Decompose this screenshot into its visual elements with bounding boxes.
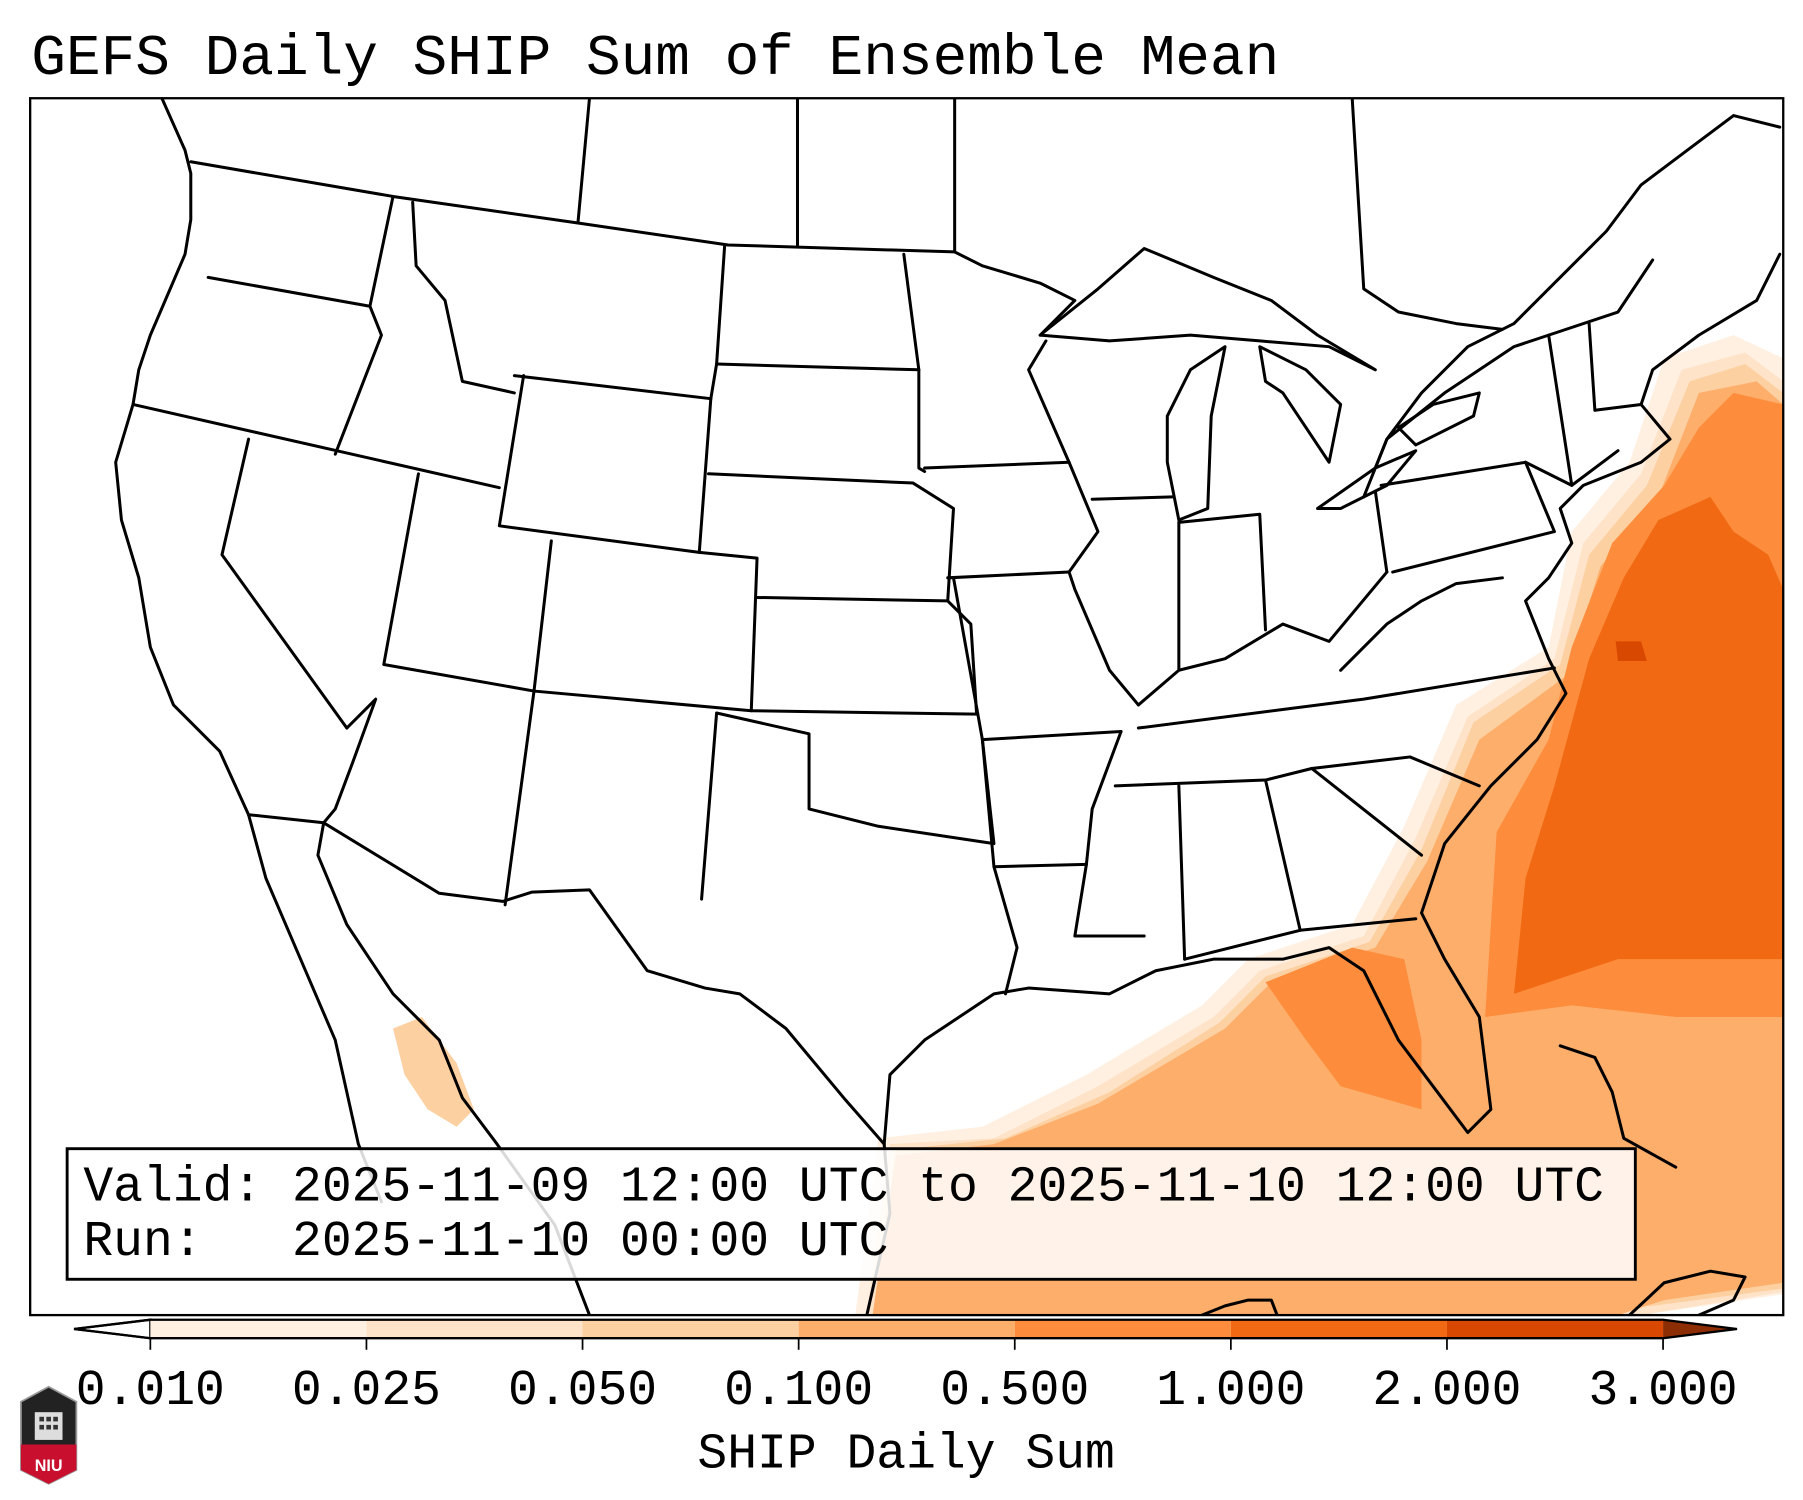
colorbar-ticks <box>149 1338 1664 1350</box>
ship-shading <box>393 335 1784 1316</box>
colorbar-lower-extend <box>73 1318 152 1340</box>
colorbar-tick-label: 0.025 <box>292 1363 441 1419</box>
colorbar-label: SHIP Daily Sum <box>697 1427 1114 1483</box>
colorbar-bin-4 <box>798 1319 1015 1339</box>
great-lakes <box>1038 246 1481 522</box>
figure-title: GEFS Daily SHIP Sum of Ensemble Mean <box>31 27 1279 92</box>
colorbar-tick-label: 1.000 <box>1156 1363 1305 1419</box>
run-time-text: Run: 2025-11-10 00:00 UTC <box>83 1214 888 1270</box>
map-frame <box>29 97 1785 1317</box>
shading-level-1.000 <box>1513 496 1784 994</box>
valid-time-text: Valid: 2025-11-09 12:00 UTC to 2025-11-1… <box>83 1160 1604 1216</box>
map-panel: Valid: 2025-11-09 12:00 UTC to 2025-11-1… <box>29 97 1785 1317</box>
borders <box>131 98 1655 1146</box>
logo-text: NIU <box>35 1457 63 1475</box>
shading-baja <box>393 1016 474 1127</box>
shading-level-0.100 <box>872 381 1784 1316</box>
colorbar-tick-label: 0.050 <box>508 1363 657 1419</box>
colorbar-tick-label: 2.000 <box>1372 1363 1521 1419</box>
colorbar: 0.010 0.025 0.050 0.100 0.500 1.000 2.00… <box>73 1318 1738 1483</box>
info-box: Valid: 2025-11-09 12:00 UTC to 2025-11-1… <box>65 1147 1637 1281</box>
colorbar-upper-extend <box>1663 1319 1738 1339</box>
colorbar-bin-5 <box>1014 1319 1231 1339</box>
colorbar-bin-6 <box>1230 1319 1447 1339</box>
colorbar-bin-1 <box>150 1319 367 1339</box>
niu-logo: NIU <box>20 1385 78 1485</box>
shading-level-0.500 <box>1265 947 1422 1110</box>
colorbar-tick-label: 0.500 <box>940 1363 1089 1419</box>
colorbar-bin-2 <box>366 1319 583 1339</box>
colorbar-tick-label: 0.010 <box>76 1363 225 1419</box>
colorbar-tick-label: 3.000 <box>1589 1363 1738 1419</box>
colorbar-bin-7 <box>1446 1319 1664 1339</box>
colorbar-tick-label: 0.100 <box>724 1363 873 1419</box>
colorbar-bin-3 <box>582 1319 799 1339</box>
shading-level-2.000 <box>1615 641 1647 662</box>
